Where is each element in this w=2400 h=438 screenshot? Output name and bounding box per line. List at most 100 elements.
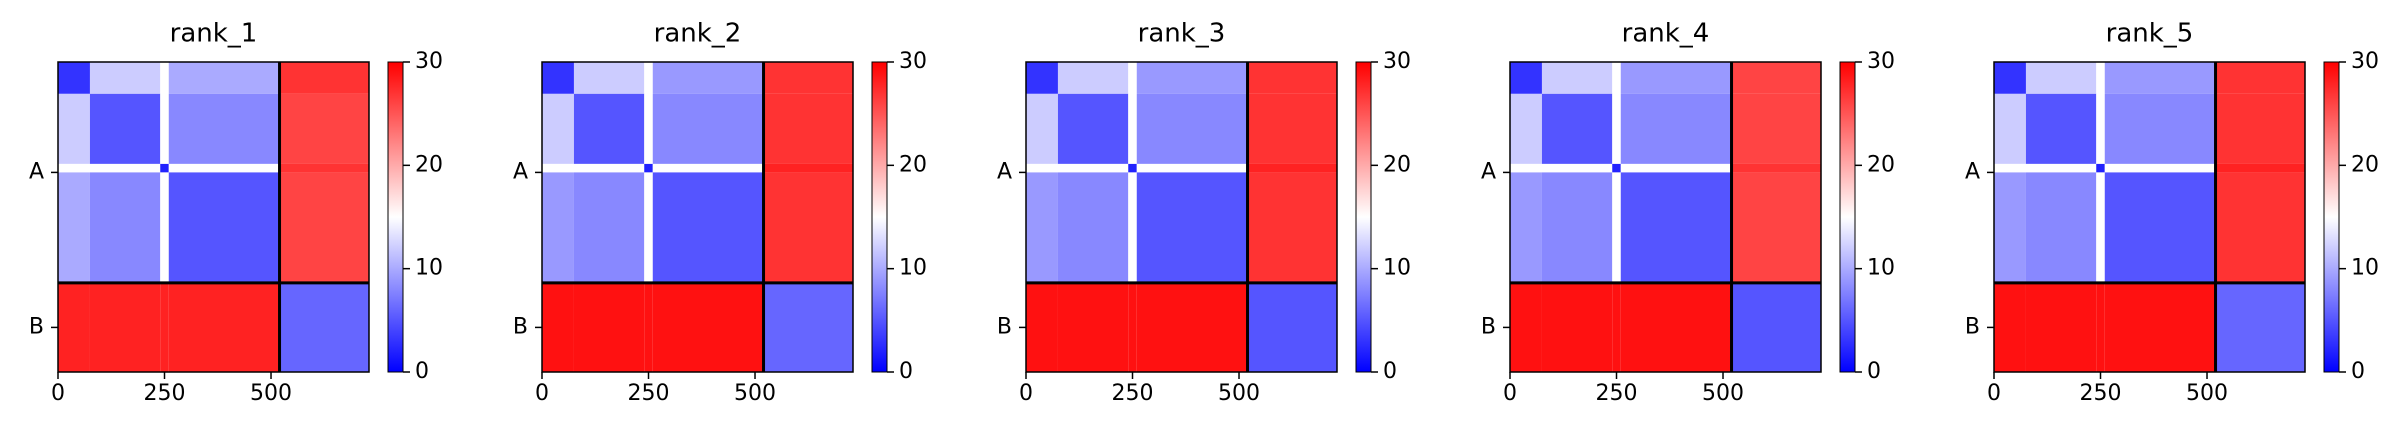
heatmap-cell [2025, 163, 2097, 173]
heatmap-cell [2025, 282, 2097, 372]
heatmap-cell [89, 282, 161, 372]
heatmap-cell [2215, 163, 2305, 173]
y-tick-label: B [29, 314, 44, 339]
heatmap-cell [1994, 282, 2026, 372]
heatmap-cell [2215, 62, 2305, 94]
heatmap-cell [573, 93, 645, 164]
heatmap-cell [1136, 62, 1248, 94]
colorbar [387, 61, 404, 373]
colorbar-tick-label: 30 [899, 49, 927, 74]
heatmap-cell [1541, 62, 1613, 94]
x-tick-label: 250 [2080, 381, 2122, 406]
heatmap-cell [1128, 163, 1137, 173]
colorbar-tick-label: 10 [899, 256, 927, 281]
heatmap-cell [279, 163, 369, 173]
heatmap-cell [573, 282, 645, 372]
heatmap-cell [1057, 93, 1129, 164]
heatmap-cell [644, 172, 653, 283]
colorbar-tick-label: 0 [2351, 359, 2365, 384]
panel-title: rank_2 [654, 19, 742, 49]
heatmap-cell [763, 93, 853, 164]
heatmap-cell [573, 163, 645, 173]
y-tick-label: A [513, 159, 528, 184]
colorbar-tick-label: 0 [415, 359, 429, 384]
x-tick-label: 500 [250, 381, 292, 406]
heatmap-cell [58, 172, 90, 283]
heatmap-cell [1247, 93, 1337, 164]
heatmap-cell [1510, 93, 1542, 164]
heatmap-cell [1620, 282, 1732, 372]
y-tick-label: A [1965, 159, 1980, 184]
x-tick-label: 250 [1596, 381, 1638, 406]
heatmap-cell [1136, 282, 1248, 372]
x-tick-label: 500 [734, 381, 776, 406]
heatmap-cell [1541, 163, 1613, 173]
heatmap-cell [2096, 163, 2105, 173]
panel-title: rank_5 [2106, 19, 2194, 49]
heatmap-cell [2215, 172, 2305, 283]
heatmap-cell [168, 62, 280, 94]
axes-frame [541, 61, 854, 373]
heatmap-cell [573, 172, 645, 283]
x-tick-label: 250 [1112, 381, 1154, 406]
colorbar-tick-label: 20 [2351, 152, 2379, 177]
heatmap-cell [1057, 172, 1129, 283]
heatmap-cell [1057, 282, 1129, 372]
heatmap-cell [763, 62, 853, 94]
colorbar [1839, 61, 1856, 373]
y-tick-label: A [997, 159, 1012, 184]
heatmap-cell [1026, 93, 1058, 164]
heatmap-cell [279, 93, 369, 164]
colorbar-tick-label: 0 [899, 359, 913, 384]
y-tick-label: B [513, 314, 528, 339]
heatmap-cell [2104, 163, 2216, 173]
heatmap-cell [1247, 172, 1337, 283]
heatmap-cell [1510, 62, 1542, 94]
heatmap-cell [1612, 62, 1621, 94]
heatmap-cell [1136, 93, 1248, 164]
heatmap-cell [58, 93, 90, 164]
heatmap-cell [644, 282, 653, 372]
heatmap-cell [279, 282, 369, 372]
heatmap-cell [1612, 282, 1621, 372]
colorbar-tick-label: 10 [1867, 256, 1895, 281]
heatmap-cell [1541, 172, 1613, 283]
heatmap-cell [2025, 172, 2097, 283]
heatmap-cell [2104, 172, 2216, 283]
panel-title: rank_4 [1622, 19, 1710, 49]
x-tick-label: 0 [535, 381, 549, 406]
heatmap-cell [279, 172, 369, 283]
heatmap-cell [160, 282, 169, 372]
heatmap-cell [542, 62, 574, 94]
heatmap-cell [1994, 62, 2026, 94]
panel-title: rank_3 [1138, 19, 1226, 49]
heatmap-cell [1128, 62, 1137, 94]
panel-title: rank_1 [170, 19, 258, 49]
heatmap-cell [1057, 62, 1129, 94]
heatmap-cell [763, 282, 853, 372]
heatmap-cell [2104, 93, 2216, 164]
x-tick-label: 500 [1702, 381, 1744, 406]
heatmap-cell [542, 282, 574, 372]
x-tick-label: 0 [1019, 381, 1033, 406]
heatmap-cell [168, 93, 280, 164]
heatmap-cell [160, 62, 169, 94]
colorbar-tick-label: 0 [1383, 359, 1397, 384]
heatmap-cell [160, 172, 169, 283]
heatmap-cell [2096, 172, 2105, 283]
heatmap-cell [58, 163, 90, 173]
x-tick-label: 0 [51, 381, 65, 406]
colorbar-tick-label: 10 [2351, 256, 2379, 281]
heatmap-cell [1247, 163, 1337, 173]
axes-frame [1993, 61, 2306, 373]
heatmap-cell [644, 93, 653, 164]
colorbar [1355, 61, 1372, 373]
heatmap-cell [89, 163, 161, 173]
heatmap-cell [1128, 172, 1137, 283]
heatmap-cell [644, 62, 653, 94]
colorbar-tick-label: 20 [415, 152, 443, 177]
heatmap-cell [1510, 172, 1542, 283]
heatmap-cell [160, 163, 169, 173]
heatmap-cell [2096, 93, 2105, 164]
colorbar-tick-label: 20 [899, 152, 927, 177]
